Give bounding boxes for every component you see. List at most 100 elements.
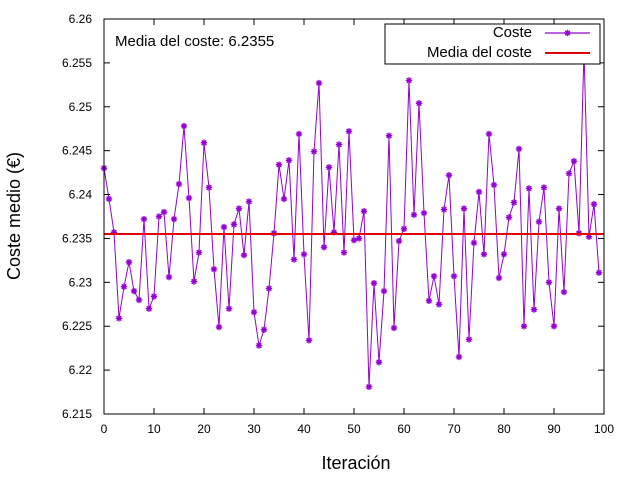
coste-point [300, 251, 308, 258]
coste-point [375, 359, 383, 366]
coste-point [405, 77, 413, 84]
y-tick-label: 6.255 [62, 56, 92, 70]
coste-point [450, 272, 458, 280]
coste-point [510, 199, 518, 206]
x-tick-label: 40 [297, 422, 311, 436]
coste-point [370, 280, 378, 287]
coste-point [290, 256, 298, 263]
coste-point [340, 249, 348, 256]
x-tick-label: 90 [547, 422, 561, 436]
coste-point [210, 265, 218, 273]
coste-point [570, 158, 578, 165]
x-tick-label: 80 [497, 422, 511, 436]
coste-point [550, 323, 558, 330]
y-tick-label: 6.22 [69, 363, 93, 377]
coste-point [140, 215, 148, 223]
coste-point [320, 244, 328, 251]
coste-point [540, 184, 548, 191]
coste-point [500, 251, 508, 258]
coste-point [240, 251, 248, 259]
coste-point [180, 122, 188, 130]
coste-point [535, 218, 543, 225]
coste-point [155, 213, 163, 220]
coste-point [255, 342, 263, 349]
coste-point [260, 326, 268, 333]
x-tick-label: 10 [147, 422, 161, 436]
legend-box [384, 23, 601, 65]
y-tick-label: 6.215 [62, 407, 92, 421]
coste-point [415, 100, 423, 107]
coste-point [480, 251, 488, 258]
coste-point [165, 273, 173, 281]
y-tick-label: 6.25 [69, 100, 93, 114]
coste-point [530, 306, 538, 313]
coste-point [430, 272, 438, 280]
coste-point [220, 223, 228, 231]
coste-point [345, 128, 353, 135]
coste-point [435, 301, 443, 308]
coste-point [215, 323, 223, 331]
x-axis: 0 10 20 30 40 50 60 70 80 90 100 [101, 19, 614, 436]
coste-point [115, 315, 123, 322]
coste-point [315, 79, 323, 87]
coste-point [465, 336, 473, 343]
coste-point [235, 205, 243, 212]
coste-point [295, 130, 303, 138]
coste-point [145, 305, 153, 312]
coste-point [390, 324, 398, 332]
coste-point [455, 353, 463, 361]
coste-point [495, 274, 503, 282]
coste-point [400, 225, 408, 232]
coste-point [425, 297, 433, 304]
legend: Coste Media del coste [384, 23, 601, 65]
coste-point [200, 139, 208, 146]
x-tick-label: 50 [347, 422, 361, 436]
coste-point [595, 269, 603, 276]
coste-point [590, 201, 598, 208]
y-tick-label: 6.225 [62, 319, 92, 333]
x-tick-label: 100 [594, 422, 614, 436]
coste-point [355, 235, 363, 242]
y-tick-label: 6.245 [62, 144, 92, 158]
legend-label-coste: Coste [493, 24, 532, 41]
legend-marker-coste [564, 29, 571, 37]
coste-point [555, 205, 563, 212]
coste-point [185, 194, 193, 202]
x-axis-label: Iteración [321, 453, 390, 473]
coste-point [195, 249, 203, 256]
coste-point [175, 180, 183, 188]
coste-point [280, 195, 288, 203]
coste-point [470, 239, 478, 247]
y-tick-label: 6.23 [69, 275, 93, 289]
coste-point [105, 195, 113, 203]
coste-point [445, 172, 453, 179]
coste-point [385, 132, 393, 139]
coste-point [360, 208, 368, 215]
coste-point [525, 185, 533, 192]
coste-point [560, 288, 568, 296]
y-axis-label: Coste medio (€) [4, 152, 24, 280]
y-tick-label: 6.24 [69, 188, 93, 202]
coste-point [205, 184, 213, 191]
x-tick-label: 0 [101, 422, 108, 436]
plot-frame [103, 18, 605, 415]
coste-point [350, 237, 358, 244]
coste-point [265, 285, 273, 292]
coste-point [380, 287, 388, 295]
legend-label-media: Media del coste [427, 44, 532, 61]
coste-point [460, 205, 468, 212]
y-tick-label: 6.235 [62, 231, 92, 245]
coste-point [130, 287, 138, 295]
coste-point [225, 305, 233, 312]
coste-series-line [103, 51, 600, 387]
coste-point [305, 337, 313, 344]
coste-point [395, 237, 403, 245]
coste-point [565, 170, 573, 177]
coste-point [505, 214, 513, 221]
coste-point [440, 206, 448, 213]
coste-point [245, 198, 253, 205]
coste-point [515, 145, 523, 153]
coste-point [365, 383, 373, 390]
mean-annotation: Media del coste: 6.2355 [115, 33, 274, 50]
x-tick-label: 30 [247, 422, 261, 436]
